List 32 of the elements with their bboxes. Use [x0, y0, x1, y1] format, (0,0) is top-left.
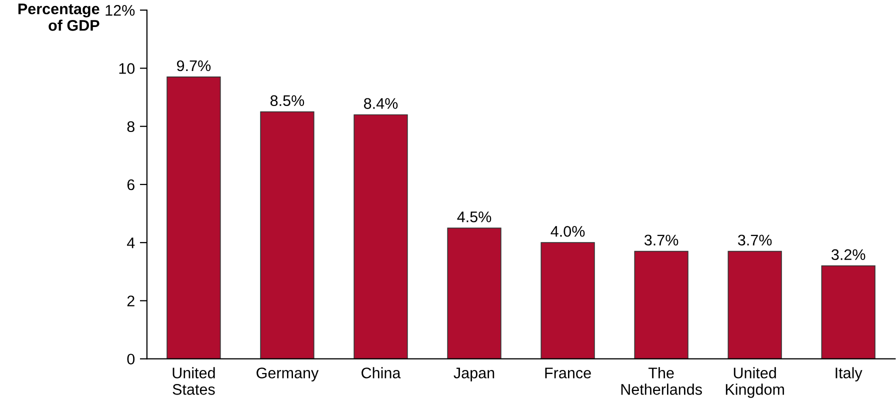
x-tick-label: The Netherlands	[621, 367, 702, 395]
y-tick-label: 6	[127, 179, 134, 190]
y-tick-label: 8	[127, 121, 134, 132]
bar	[447, 228, 502, 359]
x-tick-label: Japan	[454, 368, 494, 382]
data-label: 8.4%	[364, 98, 398, 109]
bar	[166, 76, 221, 359]
data-label: 3.7%	[644, 234, 678, 246]
bar	[821, 265, 876, 359]
x-tick-label: United Kingdom	[726, 367, 784, 398]
y-tick-label: 12%	[106, 4, 135, 16]
bar	[728, 250, 782, 359]
y-axis-title: Percentage of GDP	[18, 4, 100, 31]
y-tick-label: 4	[126, 238, 135, 248]
x-tick-label: United States	[172, 367, 215, 395]
x-tick-label: Germany	[256, 368, 319, 382]
y-tick-label: 2	[127, 296, 134, 306]
bar	[354, 114, 408, 359]
data-label: 3.7%	[738, 234, 772, 246]
bar	[260, 111, 314, 359]
bar	[540, 242, 595, 359]
data-label: 4.0%	[550, 226, 585, 237]
data-label: 4.5%	[457, 212, 492, 222]
data-label: 9.7%	[177, 60, 211, 72]
x-tick-label: China	[362, 367, 401, 378]
bar	[634, 250, 688, 359]
x-tick-label: France	[545, 368, 591, 378]
x-tick-label: Italy	[836, 367, 862, 382]
data-label: 8.5%	[270, 95, 304, 106]
y-tick-label: 0	[127, 354, 135, 365]
y-tick-label: 10	[119, 63, 135, 74]
data-label: 3.2%	[832, 249, 866, 260]
